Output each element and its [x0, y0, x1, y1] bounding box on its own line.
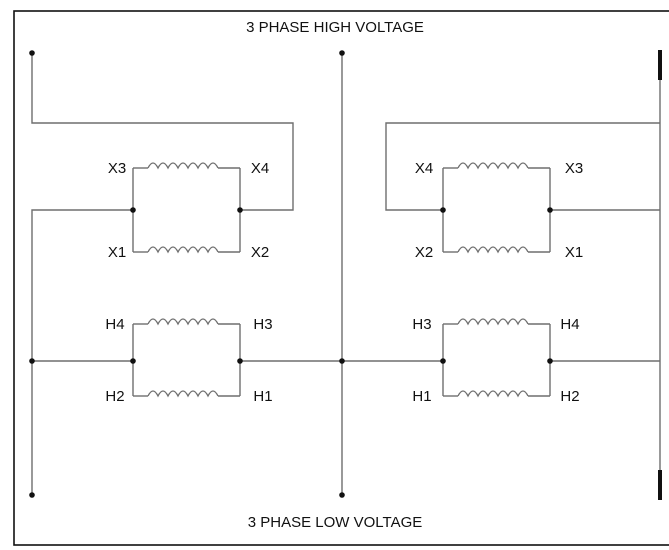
terminal-dot — [339, 492, 345, 498]
label-x-top-left: X4 — [415, 160, 433, 177]
terminal-dot — [29, 50, 35, 56]
coil-icon — [147, 162, 219, 170]
junction-dot — [440, 358, 446, 364]
junction-dot — [547, 207, 553, 213]
terminal-dot — [29, 492, 35, 498]
label-x-bot-right: X1 — [565, 244, 583, 261]
label-h-bot-right: H1 — [253, 388, 272, 405]
label-x-top-right: X3 — [565, 160, 583, 177]
junction-dot — [130, 358, 136, 364]
label-x-top-left: X3 — [108, 160, 126, 177]
junction-dot — [29, 358, 35, 364]
junction-dot — [130, 207, 136, 213]
label-x-bot-right: X2 — [251, 244, 269, 261]
coil-icon — [457, 318, 529, 326]
label-h-bot-left: H1 — [412, 388, 431, 405]
terminal-dot — [339, 50, 345, 56]
connection-dots — [29, 50, 553, 498]
coil-icon — [457, 390, 529, 398]
wiring — [31, 53, 661, 495]
title-low-voltage: 3 PHASE LOW VOLTAGE — [248, 514, 423, 531]
left-bus-wire — [31, 209, 133, 495]
right-loop-wire — [385, 122, 660, 211]
junction-dot — [339, 358, 345, 364]
title-high-voltage: 3 PHASE HIGH VOLTAGE — [246, 19, 424, 36]
label-h-top-right: H4 — [560, 316, 579, 333]
junction-dot — [440, 207, 446, 213]
junction-dot — [547, 358, 553, 364]
label-x-bot-left: X2 — [415, 244, 433, 261]
label-h-top-left: H4 — [105, 316, 124, 333]
label-h-top-right: H3 — [253, 316, 272, 333]
coil-icon — [457, 246, 529, 254]
right-terminal-bottom — [658, 470, 662, 500]
coil-icon — [147, 390, 219, 398]
diagram-frame — [13, 10, 669, 546]
label-h-bot-right: H2 — [560, 388, 579, 405]
label-x-bot-left: X1 — [108, 244, 126, 261]
coil-icon — [147, 318, 219, 326]
junction-dot — [237, 207, 243, 213]
junction-dot — [237, 358, 243, 364]
left-terminal-wire — [31, 53, 294, 211]
coil-icon — [457, 162, 529, 170]
coil-icon — [147, 246, 219, 254]
label-h-bot-left: H2 — [105, 388, 124, 405]
label-x-top-right: X4 — [251, 160, 269, 177]
label-h-top-left: H3 — [412, 316, 431, 333]
right-terminal-top — [658, 50, 662, 80]
left-h-winding: H4 H3 H2 H1 — [105, 316, 272, 405]
